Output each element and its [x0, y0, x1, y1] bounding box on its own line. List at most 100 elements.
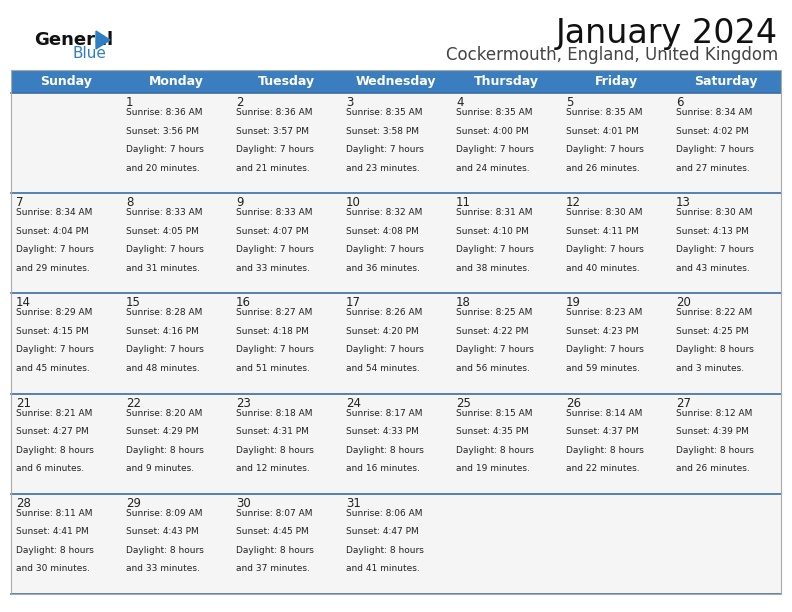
FancyBboxPatch shape — [671, 70, 781, 93]
Text: Daylight: 7 hours: Daylight: 7 hours — [456, 145, 534, 154]
FancyBboxPatch shape — [561, 70, 671, 93]
Text: Blue: Blue — [72, 47, 106, 61]
FancyBboxPatch shape — [11, 193, 781, 293]
Text: and 9 minutes.: and 9 minutes. — [126, 465, 194, 473]
Text: 7: 7 — [16, 196, 24, 209]
Text: Sunrise: 8:06 AM: Sunrise: 8:06 AM — [346, 509, 422, 518]
Text: Sunset: 4:18 PM: Sunset: 4:18 PM — [236, 327, 309, 336]
Text: Sunrise: 8:22 AM: Sunrise: 8:22 AM — [676, 308, 752, 318]
Text: 19: 19 — [566, 296, 581, 310]
Text: and 33 minutes.: and 33 minutes. — [126, 564, 200, 573]
Text: and 19 minutes.: and 19 minutes. — [456, 465, 530, 473]
Text: Sunrise: 8:34 AM: Sunrise: 8:34 AM — [16, 208, 93, 217]
Text: and 12 minutes.: and 12 minutes. — [236, 465, 310, 473]
Text: and 22 minutes.: and 22 minutes. — [566, 465, 640, 473]
Text: and 56 minutes.: and 56 minutes. — [456, 364, 530, 373]
Text: Sunset: 4:16 PM: Sunset: 4:16 PM — [126, 327, 199, 336]
FancyBboxPatch shape — [451, 70, 561, 93]
Text: Sunrise: 8:14 AM: Sunrise: 8:14 AM — [566, 409, 642, 417]
Text: and 3 minutes.: and 3 minutes. — [676, 364, 744, 373]
Text: 21: 21 — [16, 397, 31, 409]
Text: 10: 10 — [346, 196, 361, 209]
Text: Daylight: 7 hours: Daylight: 7 hours — [346, 245, 424, 254]
Text: 14: 14 — [16, 296, 31, 310]
Text: Daylight: 7 hours: Daylight: 7 hours — [676, 245, 754, 254]
Text: and 21 minutes.: and 21 minutes. — [236, 163, 310, 173]
Text: 25: 25 — [456, 397, 471, 409]
Text: Daylight: 8 hours: Daylight: 8 hours — [16, 446, 94, 455]
Text: 30: 30 — [236, 497, 251, 510]
Text: 24: 24 — [346, 397, 361, 409]
Text: Sunset: 4:37 PM: Sunset: 4:37 PM — [566, 427, 639, 436]
Text: Sunrise: 8:28 AM: Sunrise: 8:28 AM — [126, 308, 203, 318]
Text: Thursday: Thursday — [474, 75, 539, 88]
Text: Sunset: 4:29 PM: Sunset: 4:29 PM — [126, 427, 199, 436]
Text: and 20 minutes.: and 20 minutes. — [126, 163, 200, 173]
Text: and 36 minutes.: and 36 minutes. — [346, 264, 420, 273]
Text: and 40 minutes.: and 40 minutes. — [566, 264, 640, 273]
Text: and 51 minutes.: and 51 minutes. — [236, 364, 310, 373]
Text: Sunrise: 8:20 AM: Sunrise: 8:20 AM — [126, 409, 203, 417]
Text: Sunrise: 8:26 AM: Sunrise: 8:26 AM — [346, 308, 422, 318]
Text: and 59 minutes.: and 59 minutes. — [566, 364, 640, 373]
Text: 6: 6 — [676, 96, 683, 109]
FancyBboxPatch shape — [11, 494, 781, 594]
Text: Sunset: 4:35 PM: Sunset: 4:35 PM — [456, 427, 529, 436]
FancyBboxPatch shape — [231, 70, 341, 93]
Text: and 38 minutes.: and 38 minutes. — [456, 264, 530, 273]
Text: Sunrise: 8:36 AM: Sunrise: 8:36 AM — [126, 108, 203, 117]
Text: Sunset: 4:11 PM: Sunset: 4:11 PM — [566, 226, 639, 236]
Text: Sunset: 4:15 PM: Sunset: 4:15 PM — [16, 327, 89, 336]
Text: 1: 1 — [126, 96, 134, 109]
Text: 4: 4 — [456, 96, 463, 109]
Text: 29: 29 — [126, 497, 141, 510]
Text: and 41 minutes.: and 41 minutes. — [346, 564, 420, 573]
Text: Sunrise: 8:12 AM: Sunrise: 8:12 AM — [676, 409, 752, 417]
Text: Daylight: 8 hours: Daylight: 8 hours — [676, 446, 754, 455]
Text: Sunrise: 8:33 AM: Sunrise: 8:33 AM — [126, 208, 203, 217]
Polygon shape — [96, 31, 110, 49]
Text: and 26 minutes.: and 26 minutes. — [566, 163, 640, 173]
Text: Sunset: 4:05 PM: Sunset: 4:05 PM — [126, 226, 199, 236]
Text: Sunset: 4:25 PM: Sunset: 4:25 PM — [676, 327, 748, 336]
Text: 11: 11 — [456, 196, 471, 209]
Text: Sunset: 3:57 PM: Sunset: 3:57 PM — [236, 127, 309, 135]
Text: Sunset: 4:41 PM: Sunset: 4:41 PM — [16, 528, 89, 536]
Text: and 26 minutes.: and 26 minutes. — [676, 465, 750, 473]
Text: Daylight: 7 hours: Daylight: 7 hours — [126, 245, 204, 254]
Text: Sunset: 4:39 PM: Sunset: 4:39 PM — [676, 427, 749, 436]
Text: Sunset: 4:07 PM: Sunset: 4:07 PM — [236, 226, 309, 236]
Text: Sunset: 3:58 PM: Sunset: 3:58 PM — [346, 127, 419, 135]
Text: 3: 3 — [346, 96, 353, 109]
Text: Sunset: 4:27 PM: Sunset: 4:27 PM — [16, 427, 89, 436]
Text: Daylight: 7 hours: Daylight: 7 hours — [456, 245, 534, 254]
Text: 18: 18 — [456, 296, 471, 310]
Text: General: General — [34, 31, 113, 49]
Text: Sunset: 4:13 PM: Sunset: 4:13 PM — [676, 226, 749, 236]
FancyBboxPatch shape — [11, 394, 781, 494]
Text: Sunset: 4:23 PM: Sunset: 4:23 PM — [566, 327, 639, 336]
Text: Daylight: 7 hours: Daylight: 7 hours — [126, 345, 204, 354]
Text: Sunset: 4:22 PM: Sunset: 4:22 PM — [456, 327, 528, 336]
Text: 20: 20 — [676, 296, 691, 310]
Text: Cockermouth, England, United Kingdom: Cockermouth, England, United Kingdom — [446, 46, 778, 64]
Text: Tuesday: Tuesday — [257, 75, 314, 88]
FancyBboxPatch shape — [121, 70, 231, 93]
Text: and 45 minutes.: and 45 minutes. — [16, 364, 89, 373]
Text: 31: 31 — [346, 497, 361, 510]
Text: Daylight: 7 hours: Daylight: 7 hours — [676, 145, 754, 154]
Text: Daylight: 7 hours: Daylight: 7 hours — [456, 345, 534, 354]
Text: Sunrise: 8:11 AM: Sunrise: 8:11 AM — [16, 509, 93, 518]
Text: Sunrise: 8:35 AM: Sunrise: 8:35 AM — [566, 108, 642, 117]
Text: and 33 minutes.: and 33 minutes. — [236, 264, 310, 273]
Text: Daylight: 8 hours: Daylight: 8 hours — [456, 446, 534, 455]
Text: Daylight: 8 hours: Daylight: 8 hours — [236, 446, 314, 455]
Text: and 23 minutes.: and 23 minutes. — [346, 163, 420, 173]
Text: and 31 minutes.: and 31 minutes. — [126, 264, 200, 273]
Text: and 24 minutes.: and 24 minutes. — [456, 163, 530, 173]
Text: Sunrise: 8:33 AM: Sunrise: 8:33 AM — [236, 208, 313, 217]
Text: Daylight: 7 hours: Daylight: 7 hours — [236, 245, 314, 254]
Text: Sunrise: 8:30 AM: Sunrise: 8:30 AM — [566, 208, 642, 217]
Text: and 37 minutes.: and 37 minutes. — [236, 564, 310, 573]
Text: 27: 27 — [676, 397, 691, 409]
